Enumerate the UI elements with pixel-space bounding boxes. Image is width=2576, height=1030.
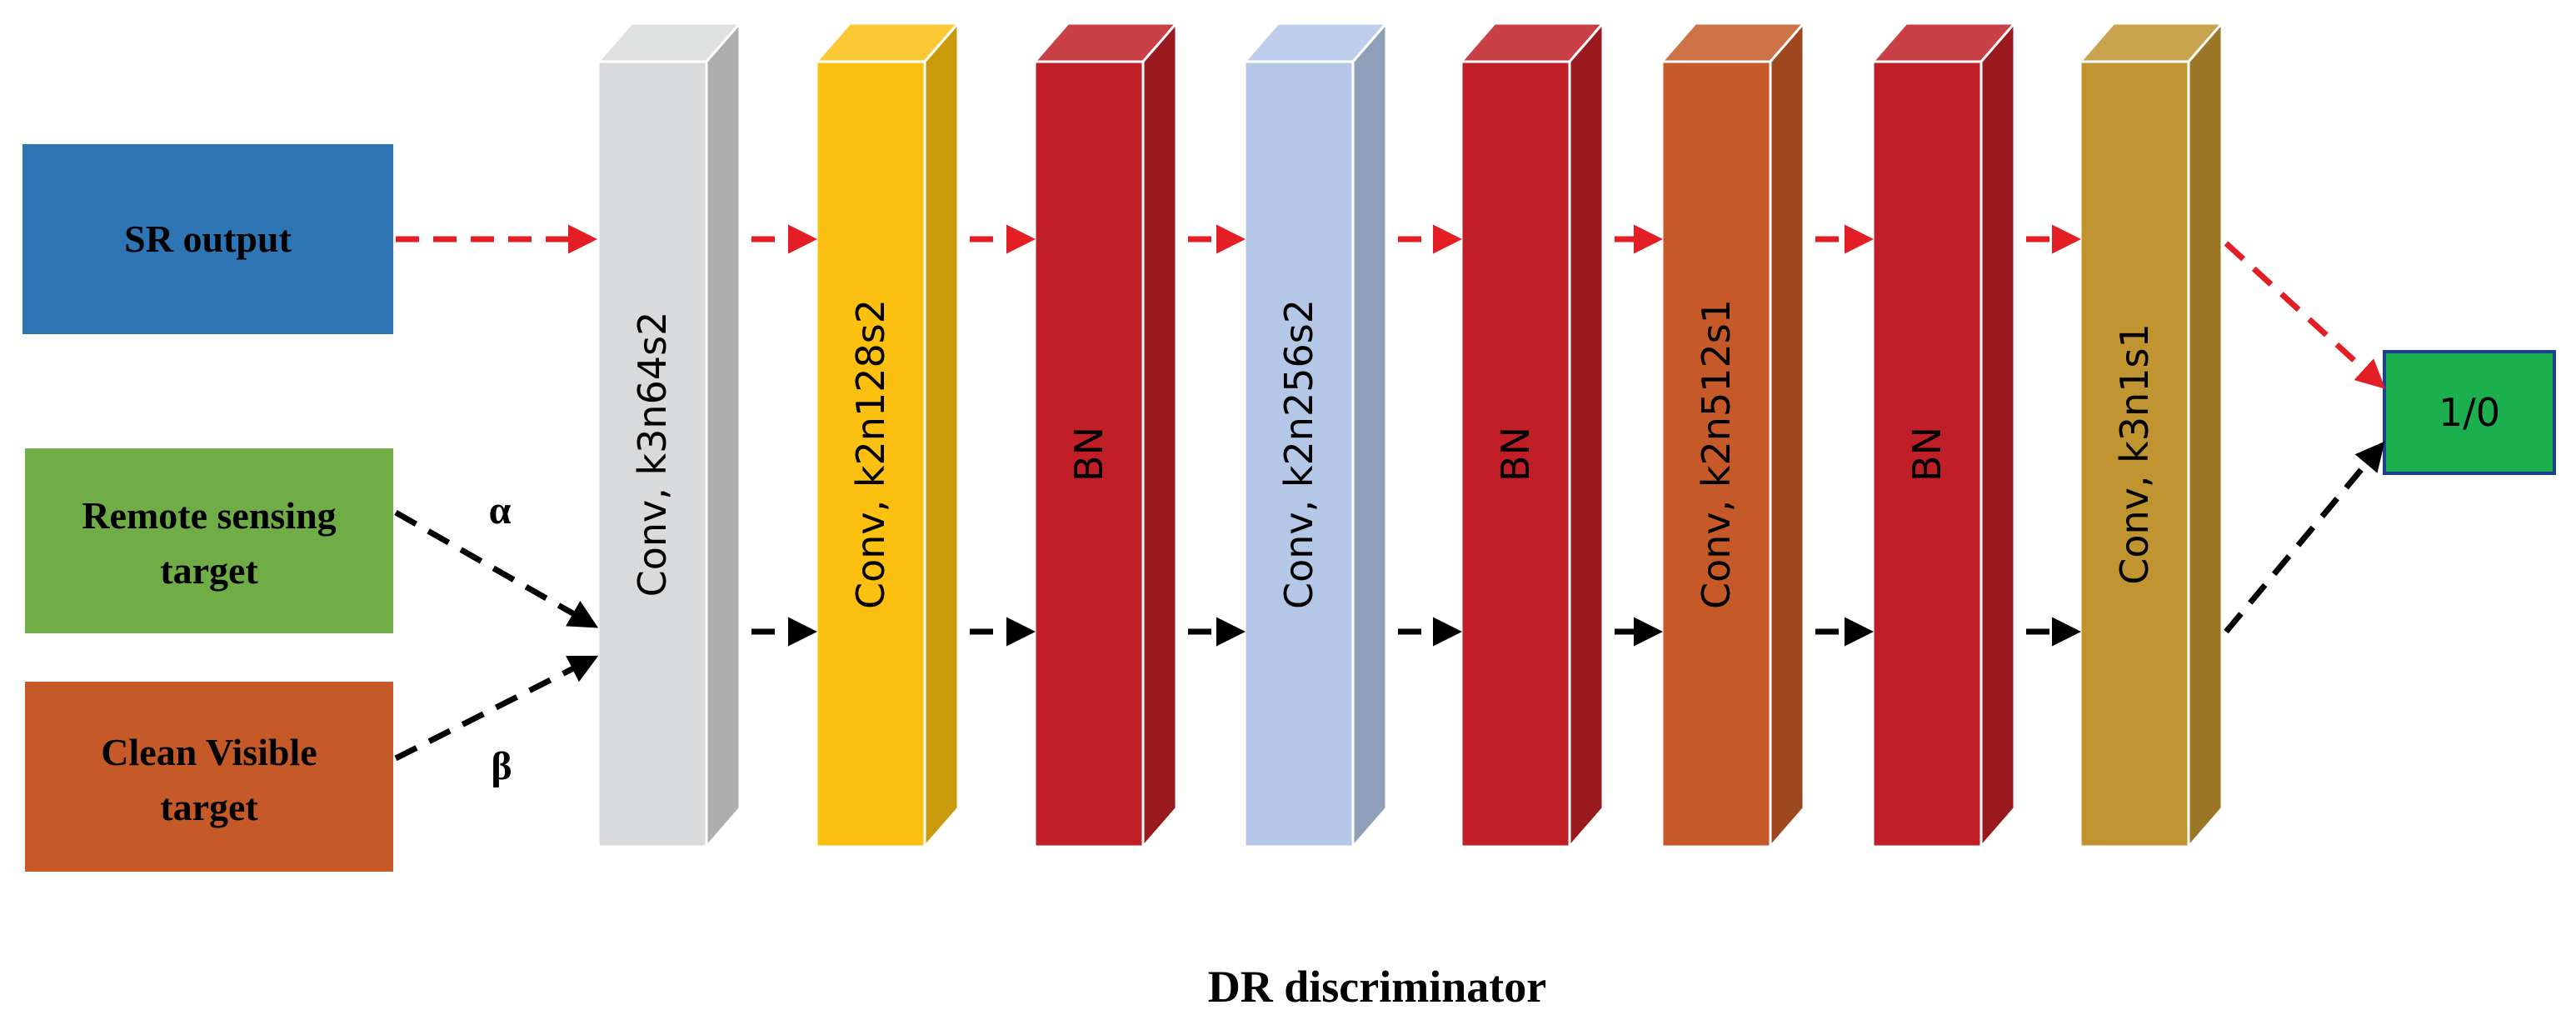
batchnorm-layer-front-face (1460, 60, 1571, 848)
layer-label: BN (1905, 427, 1949, 482)
layer-side-face (705, 19, 741, 851)
layer-side-face (1568, 19, 1605, 851)
layer-label: BN (1493, 427, 1538, 482)
layer-block-3: BN (1031, 19, 1180, 851)
batchnorm-layer-front-face (1871, 60, 1983, 848)
layer-stack: Conv, k3n64s2 Conv, k2n128s2 BN Conv, k2n25… (595, 19, 2225, 851)
conv-layer-front-face (2079, 60, 2190, 848)
layer-label: Conv, k3n64s2 (630, 312, 675, 598)
layer-block-6: Conv, k2n512s1 (1659, 19, 1807, 851)
conv-layer-front-face (815, 60, 926, 848)
conv-layer-front-face (597, 60, 708, 848)
sr-output-label: SR output (124, 218, 292, 260)
conv-layer-front-face (1660, 60, 1772, 848)
clean-visible-target-block: Clean Visible target (25, 682, 393, 872)
output-box (2383, 350, 2556, 475)
remote-sensing-target-label-line1: Remote sensing (82, 494, 336, 537)
layer-block-8: Conv, k3n1s1 (2077, 19, 2225, 851)
diagram-caption: DR discriminator (1208, 962, 1546, 1012)
remote-sensing-target-box (25, 448, 393, 633)
layer-block-1: Conv, k3n64s2 (595, 19, 743, 851)
layer-side-face (1351, 19, 1388, 851)
layer-label: Conv, k2n512s1 (1694, 299, 1739, 609)
clean-visible-target-box (25, 682, 393, 872)
beta-weight-label: β (491, 744, 512, 788)
sr-output-block: SR output (22, 144, 393, 334)
layer-side-face (1141, 19, 1178, 851)
layer-block-4: Conv, k2n256s2 (1241, 19, 1390, 851)
sr-output-box (22, 144, 393, 334)
layer-block-2: Conv, k2n128s2 (813, 19, 961, 851)
conv-layer-front-face (1243, 60, 1355, 848)
layer-label: Conv, k2n128s2 (848, 299, 893, 609)
layer-side-face (923, 19, 960, 851)
output-block: 1/0 (2383, 350, 2556, 475)
layer-label: Conv, k2n256s2 (1276, 299, 1321, 609)
layer-label: BN (1066, 427, 1111, 482)
clean-visible-target-label-line1: Clean Visible (101, 731, 317, 773)
clean-visible-arrow (394, 655, 599, 762)
remote-sensing-arrow (394, 509, 599, 628)
output-black-arrow (2224, 441, 2385, 634)
layer-connections (751, 224, 2081, 647)
layer-block-5: BN (1458, 19, 1606, 851)
alpha-weight-label: α (489, 488, 512, 532)
output-red-arrow (2224, 241, 2386, 389)
output-label: 1/0 (2439, 390, 2500, 435)
layer-block-7: BN (1870, 19, 2018, 851)
layer-side-face (1769, 19, 1805, 851)
layer-side-face (1979, 19, 2016, 851)
clean-visible-target-label-line2: target (160, 786, 258, 828)
remote-sensing-target-label-line2: target (160, 549, 258, 592)
layer-label: Conv, k3n1s1 (2112, 323, 2157, 584)
batchnorm-layer-front-face (1033, 60, 1145, 848)
layer-side-face (2187, 19, 2224, 851)
remote-sensing-target-block: Remote sensing target (25, 448, 393, 633)
